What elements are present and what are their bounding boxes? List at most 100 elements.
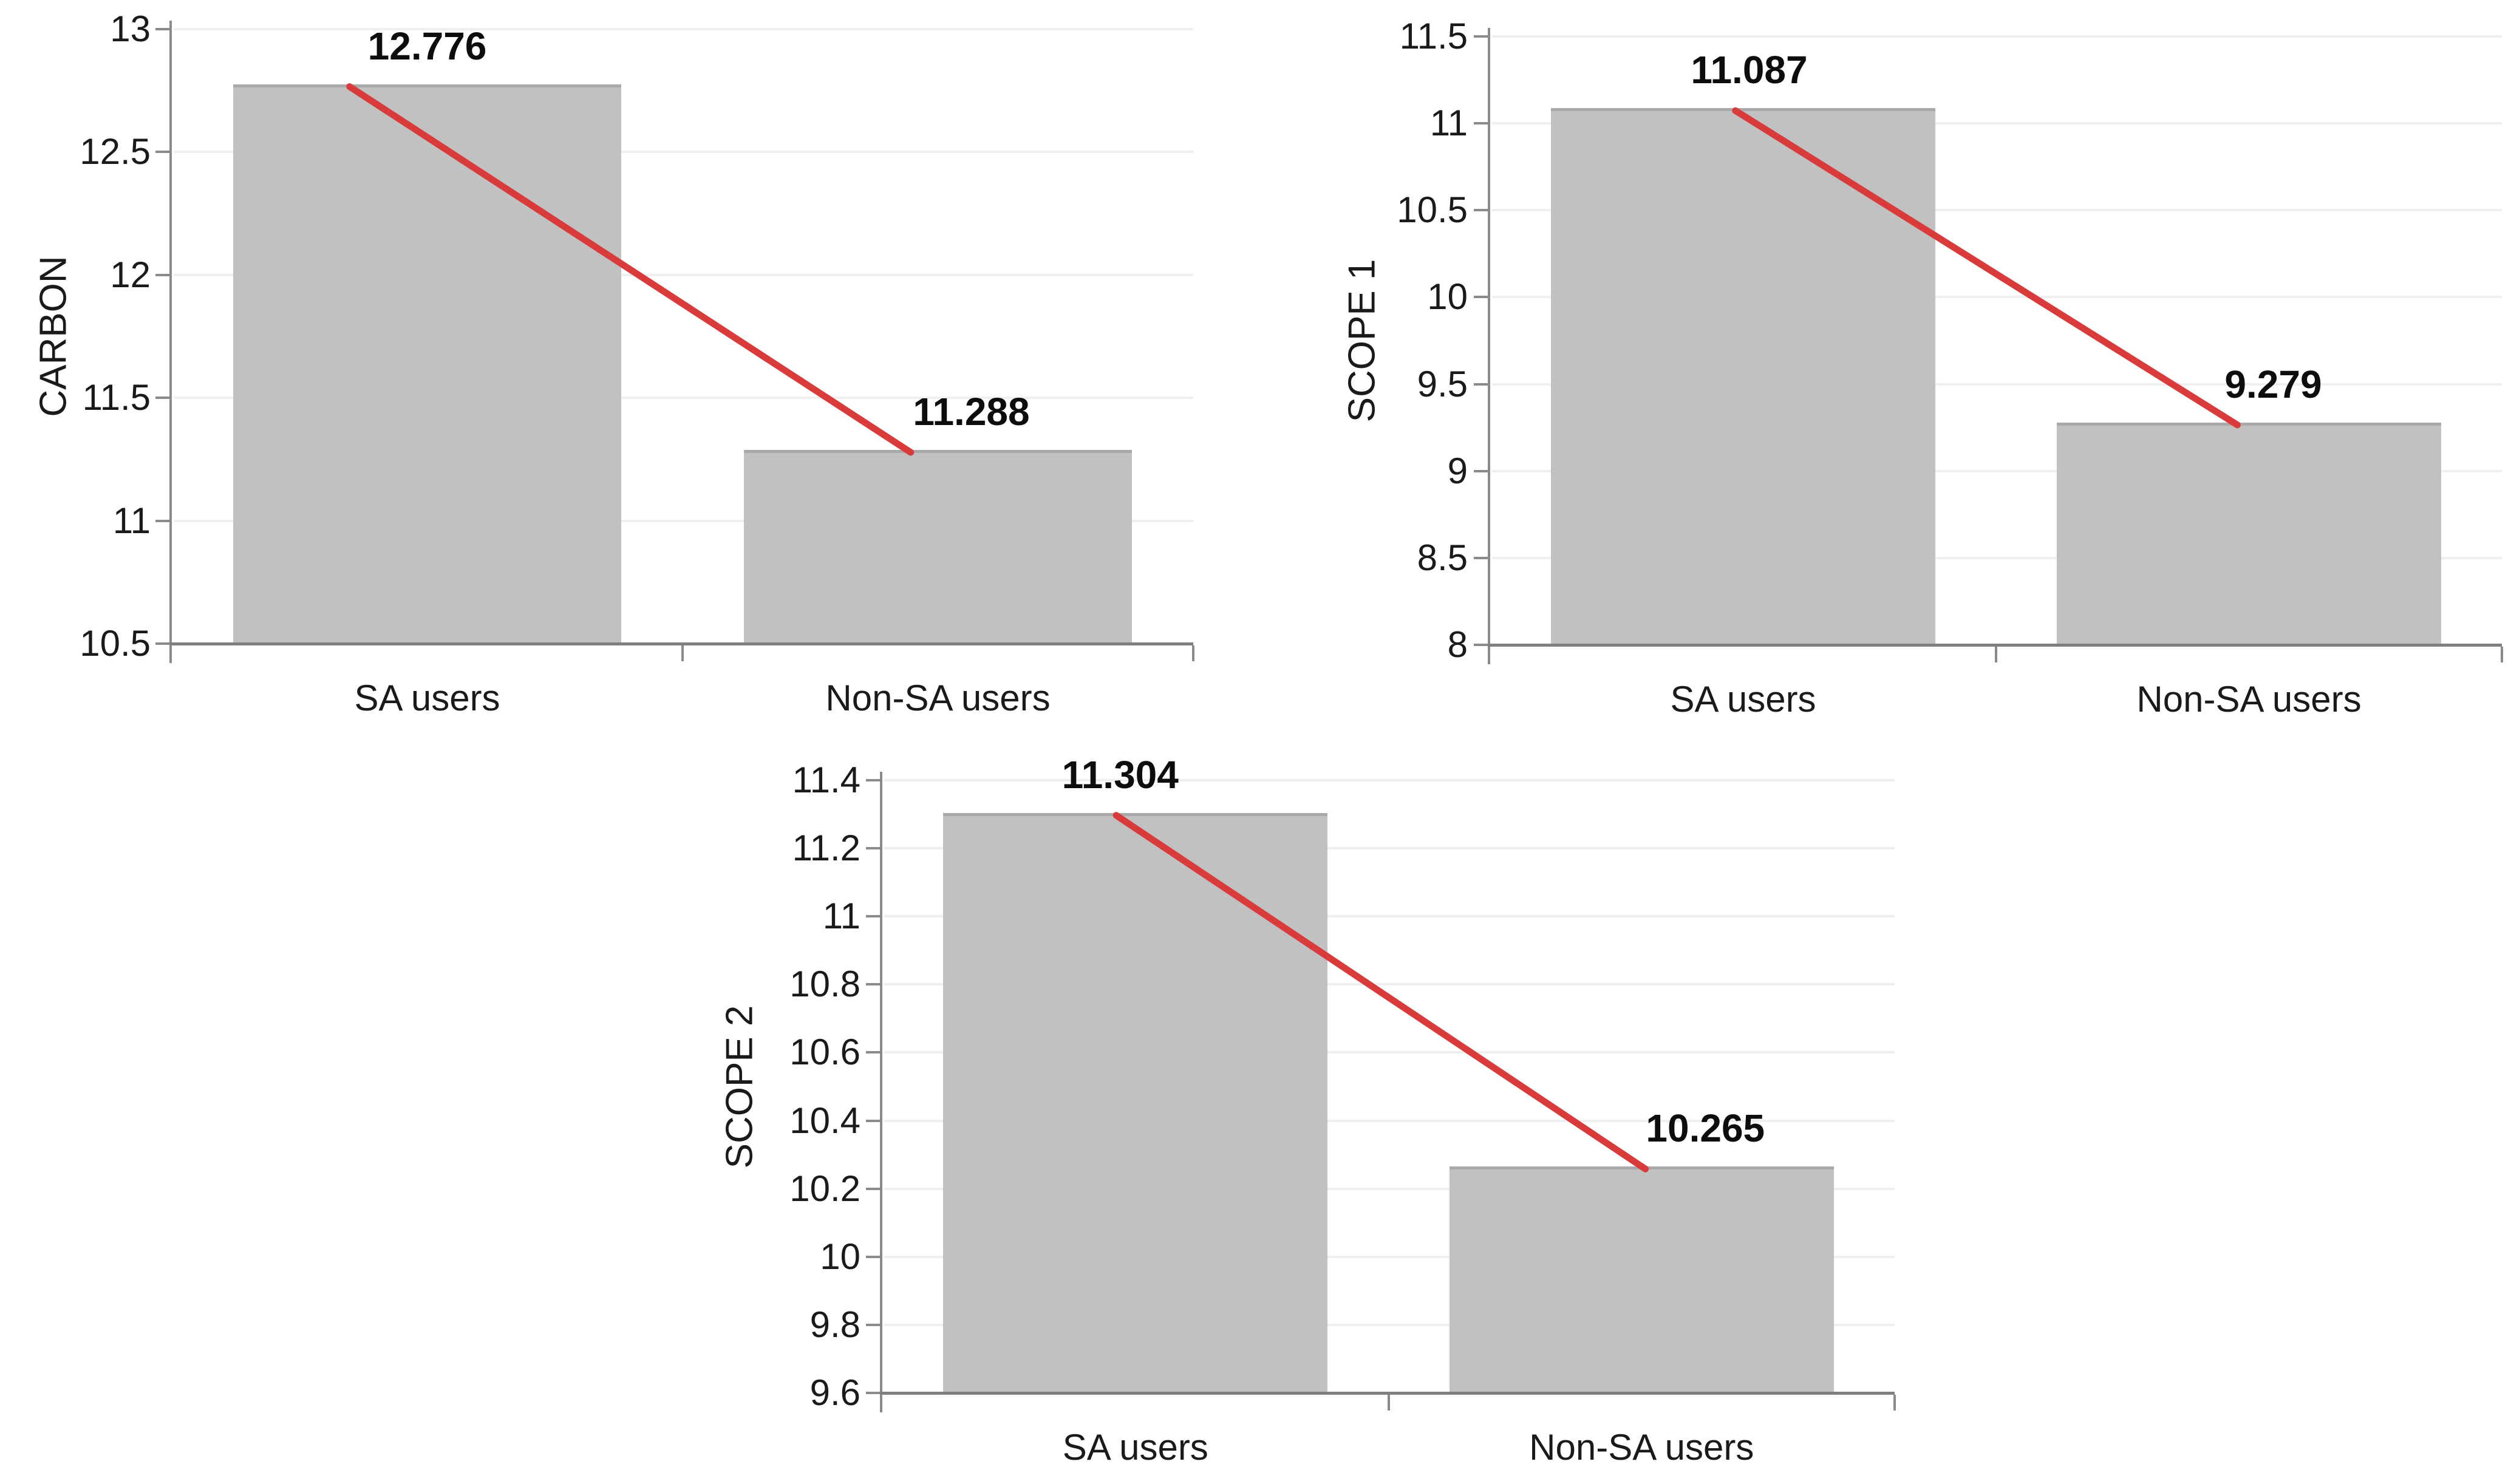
y-tick-label: 10.5 <box>1397 189 1468 231</box>
data-label: 11.288 <box>913 390 1030 434</box>
gridline <box>884 1119 1895 1122</box>
trend-line <box>1112 812 1649 1173</box>
gridline <box>174 397 1193 400</box>
y-axis-tick <box>155 273 170 276</box>
x-axis-tick <box>2501 647 2503 662</box>
gridline <box>1492 209 2502 212</box>
gridline <box>1492 296 2502 299</box>
bar-non-sa-users <box>1449 1166 1834 1393</box>
y-axis-tick <box>1474 209 1488 212</box>
x-axis-line <box>1488 644 2502 647</box>
y-tick-label: 9.6 <box>809 1372 860 1413</box>
y-tick-label: 12.5 <box>80 131 151 172</box>
y-tick-label: 11.2 <box>792 828 860 869</box>
y-tick-label: 9 <box>1447 450 1468 491</box>
gridline <box>1492 35 2502 38</box>
data-label: 12.776 <box>367 24 487 68</box>
y-tick-label: 12 <box>110 254 151 295</box>
gridline <box>174 28 1193 30</box>
y-tick-label: 11.5 <box>1399 16 1468 56</box>
data-label: 9.279 <box>2224 362 2322 406</box>
y-axis-title-scope2: SCOPE 2 <box>718 1005 761 1168</box>
y-tick-label: 10.5 <box>80 623 151 664</box>
y-axis-tick <box>866 1255 881 1258</box>
x-axis-line <box>880 1392 1895 1395</box>
x-axis-tick <box>681 645 684 661</box>
y-axis-tick <box>866 983 881 986</box>
gridline <box>884 983 1895 986</box>
y-tick-label: 11.5 <box>82 377 151 418</box>
gridline <box>884 779 1895 781</box>
y-axis-tick <box>1474 556 1488 559</box>
y-axis-tick <box>866 1187 881 1190</box>
gridline <box>1492 383 2502 386</box>
gridline <box>884 1187 1895 1190</box>
gridline <box>884 1323 1895 1326</box>
y-axis-tick <box>1474 644 1488 646</box>
y-axis-tick <box>866 847 881 850</box>
y-axis-line <box>880 772 882 1412</box>
y-axis-tick <box>866 1392 881 1394</box>
trend-line <box>1732 107 2241 429</box>
category-label: SA users <box>1670 679 1816 720</box>
y-axis-tick <box>155 519 170 522</box>
y-axis-tick <box>866 779 881 781</box>
gridline <box>884 915 1895 918</box>
y-axis-tick <box>155 151 170 154</box>
y-axis-tick <box>866 1323 881 1326</box>
y-axis-tick <box>866 915 881 918</box>
y-axis-tick <box>1474 469 1488 472</box>
y-tick-label: 11.4 <box>792 760 860 800</box>
gridline <box>884 847 1895 850</box>
y-tick-label: 10.6 <box>789 1032 860 1073</box>
x-axis-tick <box>1893 1395 1896 1411</box>
x-axis-line <box>169 642 1193 645</box>
x-axis-tick <box>1192 645 1194 661</box>
y-axis-tick <box>1474 35 1488 38</box>
gridline <box>174 519 1193 522</box>
y-tick-label: 10 <box>1427 276 1468 318</box>
y-tick-label: 11 <box>1429 103 1468 144</box>
data-label: 10.265 <box>1646 1106 1765 1151</box>
bar-sa-users <box>233 84 622 644</box>
category-label: SA users <box>1062 1427 1208 1468</box>
bar-sa-users <box>943 812 1328 1393</box>
category-label: SA users <box>354 678 500 718</box>
trend-line <box>346 83 915 456</box>
bar-non-sa-users <box>2056 422 2442 645</box>
y-tick-label: 9.5 <box>1417 363 1468 404</box>
data-label: 11.087 <box>1691 48 1808 92</box>
gridline <box>1492 469 2502 472</box>
gridline <box>1492 556 2502 559</box>
y-axis-tick <box>1474 122 1488 125</box>
y-tick-label: 10.2 <box>789 1168 860 1209</box>
x-axis-tick <box>1387 1395 1390 1411</box>
y-axis-tick <box>866 1051 881 1054</box>
data-label: 11.304 <box>1061 752 1179 797</box>
y-tick-label: 8.5 <box>1417 537 1468 578</box>
x-axis-tick <box>1995 647 1997 662</box>
bar-non-sa-users <box>743 450 1133 644</box>
y-axis-tick <box>866 1119 881 1122</box>
y-axis-line <box>169 21 172 663</box>
y-axis-tick <box>155 642 170 645</box>
gridline <box>174 273 1193 276</box>
category-label: Non-SA users <box>1529 1427 1754 1468</box>
y-axis-tick <box>1474 296 1488 299</box>
y-axis-tick <box>155 28 170 30</box>
y-tick-label: 10.4 <box>789 1100 860 1141</box>
y-tick-label: 11 <box>112 500 151 541</box>
y-tick-label: 13 <box>110 9 151 49</box>
gridline <box>174 151 1193 154</box>
y-axis-tick <box>1474 383 1488 386</box>
category-label: Non-SA users <box>2136 679 2362 720</box>
y-tick-label: 10.8 <box>789 964 860 1005</box>
y-axis-line <box>1488 28 1490 664</box>
y-tick-label: 9.8 <box>809 1304 860 1345</box>
gridline <box>884 1051 1895 1054</box>
y-tick-label: 10 <box>820 1236 860 1277</box>
